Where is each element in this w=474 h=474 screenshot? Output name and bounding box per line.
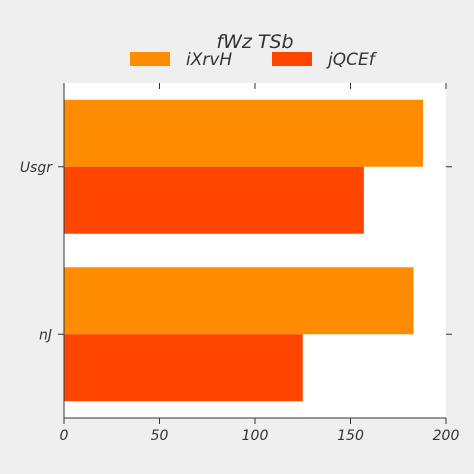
bar-jQCEf-nJ — [64, 334, 303, 402]
y-tick-label: nJ — [39, 327, 52, 343]
x-tick-label: 0 — [60, 428, 69, 444]
axes: 0 50 100 150 200 Usgr nJ — [20, 83, 460, 444]
legend-label-iXrvH: iXrvH — [186, 50, 232, 70]
bar-iXrvH-Usgr — [64, 99, 424, 167]
chart-title: fWz TSb — [216, 31, 293, 53]
legend-swatch-jQCEf — [272, 52, 312, 66]
bars — [64, 99, 424, 402]
bar-iXrvH-nJ — [64, 267, 414, 335]
legend-label-jQCEf: jQCEf — [326, 50, 378, 70]
x-tick-label: 200 — [433, 428, 460, 444]
legend-swatch-iXrvH — [130, 52, 170, 66]
bar-jQCEf-Usgr — [64, 166, 364, 234]
x-tick-label: 150 — [337, 428, 364, 444]
x-tick-label: 100 — [242, 428, 269, 444]
y-tick-label: Usgr — [20, 160, 53, 176]
legend: iXrvH jQCEf — [130, 50, 378, 70]
x-tick-label: 50 — [151, 428, 169, 444]
